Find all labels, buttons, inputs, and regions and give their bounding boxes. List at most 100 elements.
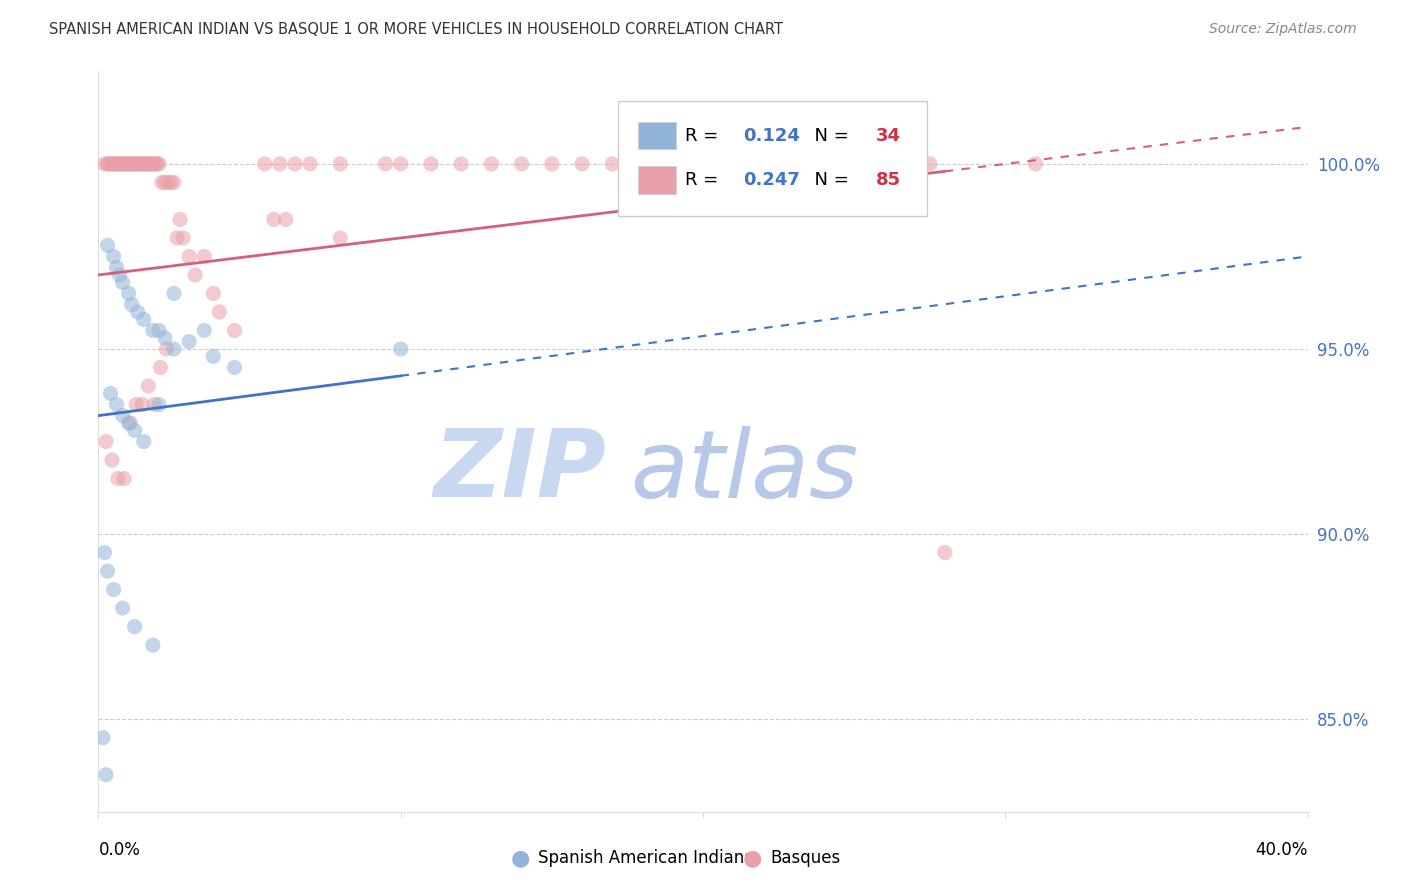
Point [160, 175, 183, 189]
Text: 40.0%: 40.0% [1256, 841, 1308, 859]
Text: ●: ● [510, 848, 530, 868]
Point [121, 157, 143, 171]
Point [510, 157, 533, 171]
Point [389, 342, 412, 356]
Point [143, 397, 166, 411]
Point [105, 157, 128, 171]
Point [481, 157, 503, 171]
Point [934, 546, 956, 560]
Text: N =: N = [803, 171, 855, 189]
Text: 0.0%: 0.0% [98, 841, 141, 859]
Point [184, 268, 207, 282]
Point [111, 157, 134, 171]
Point [202, 286, 225, 301]
Point [284, 157, 307, 171]
Point [299, 157, 322, 171]
Point [127, 305, 149, 319]
Point [146, 157, 169, 171]
Point [107, 157, 129, 171]
Point [120, 157, 142, 171]
Point [96, 157, 118, 171]
Point [101, 453, 124, 467]
Point [115, 157, 138, 171]
Point [98, 157, 121, 171]
Point [918, 157, 941, 171]
Point [121, 297, 143, 311]
Point [103, 157, 125, 171]
Point [108, 157, 131, 171]
Point [94, 767, 117, 781]
Point [142, 638, 165, 652]
Point [153, 331, 176, 345]
Point [136, 379, 159, 393]
Point [101, 157, 124, 171]
Point [111, 409, 134, 423]
Text: Source: ZipAtlas.com: Source: ZipAtlas.com [1209, 22, 1357, 37]
Point [132, 157, 155, 171]
FancyBboxPatch shape [619, 101, 927, 216]
Point [94, 434, 117, 449]
Text: R =: R = [685, 127, 724, 145]
Point [329, 231, 352, 245]
Point [120, 416, 142, 430]
Point [274, 212, 297, 227]
Point [389, 157, 412, 171]
Point [752, 157, 775, 171]
Point [540, 157, 562, 171]
Point [128, 157, 150, 171]
Point [263, 212, 285, 227]
Point [172, 231, 194, 245]
Point [224, 323, 246, 337]
Point [103, 249, 125, 263]
Point [132, 434, 155, 449]
Text: 34: 34 [876, 127, 901, 145]
Point [129, 157, 152, 171]
Point [93, 546, 115, 560]
Point [96, 238, 118, 252]
Point [127, 157, 149, 171]
Text: ZIP: ZIP [433, 425, 606, 517]
Text: 0.124: 0.124 [742, 127, 800, 145]
Point [139, 157, 162, 171]
Point [124, 157, 146, 171]
Point [96, 564, 118, 578]
Point [163, 342, 186, 356]
Point [163, 175, 186, 189]
Text: 85: 85 [876, 171, 901, 189]
Text: 0.247: 0.247 [742, 171, 800, 189]
Point [91, 731, 114, 745]
Point [124, 619, 146, 633]
Point [105, 260, 128, 275]
Point [571, 157, 593, 171]
Point [110, 157, 132, 171]
Text: R =: R = [685, 171, 724, 189]
Point [169, 212, 191, 227]
Point [329, 157, 352, 171]
Point [145, 157, 167, 171]
Point [131, 397, 153, 411]
Text: atlas: atlas [630, 425, 859, 516]
Point [269, 157, 291, 171]
Point [112, 471, 135, 485]
Point [142, 323, 165, 337]
Point [148, 157, 170, 171]
Point [153, 175, 176, 189]
Point [142, 157, 165, 171]
Point [149, 360, 172, 375]
Point [193, 249, 215, 263]
Point [107, 471, 129, 485]
FancyBboxPatch shape [638, 121, 676, 149]
Point [135, 157, 157, 171]
Point [148, 397, 170, 411]
Point [100, 157, 122, 171]
Point [661, 157, 683, 171]
Point [374, 157, 396, 171]
Point [103, 582, 125, 597]
Point [122, 157, 145, 171]
Point [100, 386, 122, 401]
Point [631, 157, 654, 171]
Point [450, 157, 472, 171]
Point [602, 157, 624, 171]
Point [150, 175, 173, 189]
Point [134, 157, 156, 171]
